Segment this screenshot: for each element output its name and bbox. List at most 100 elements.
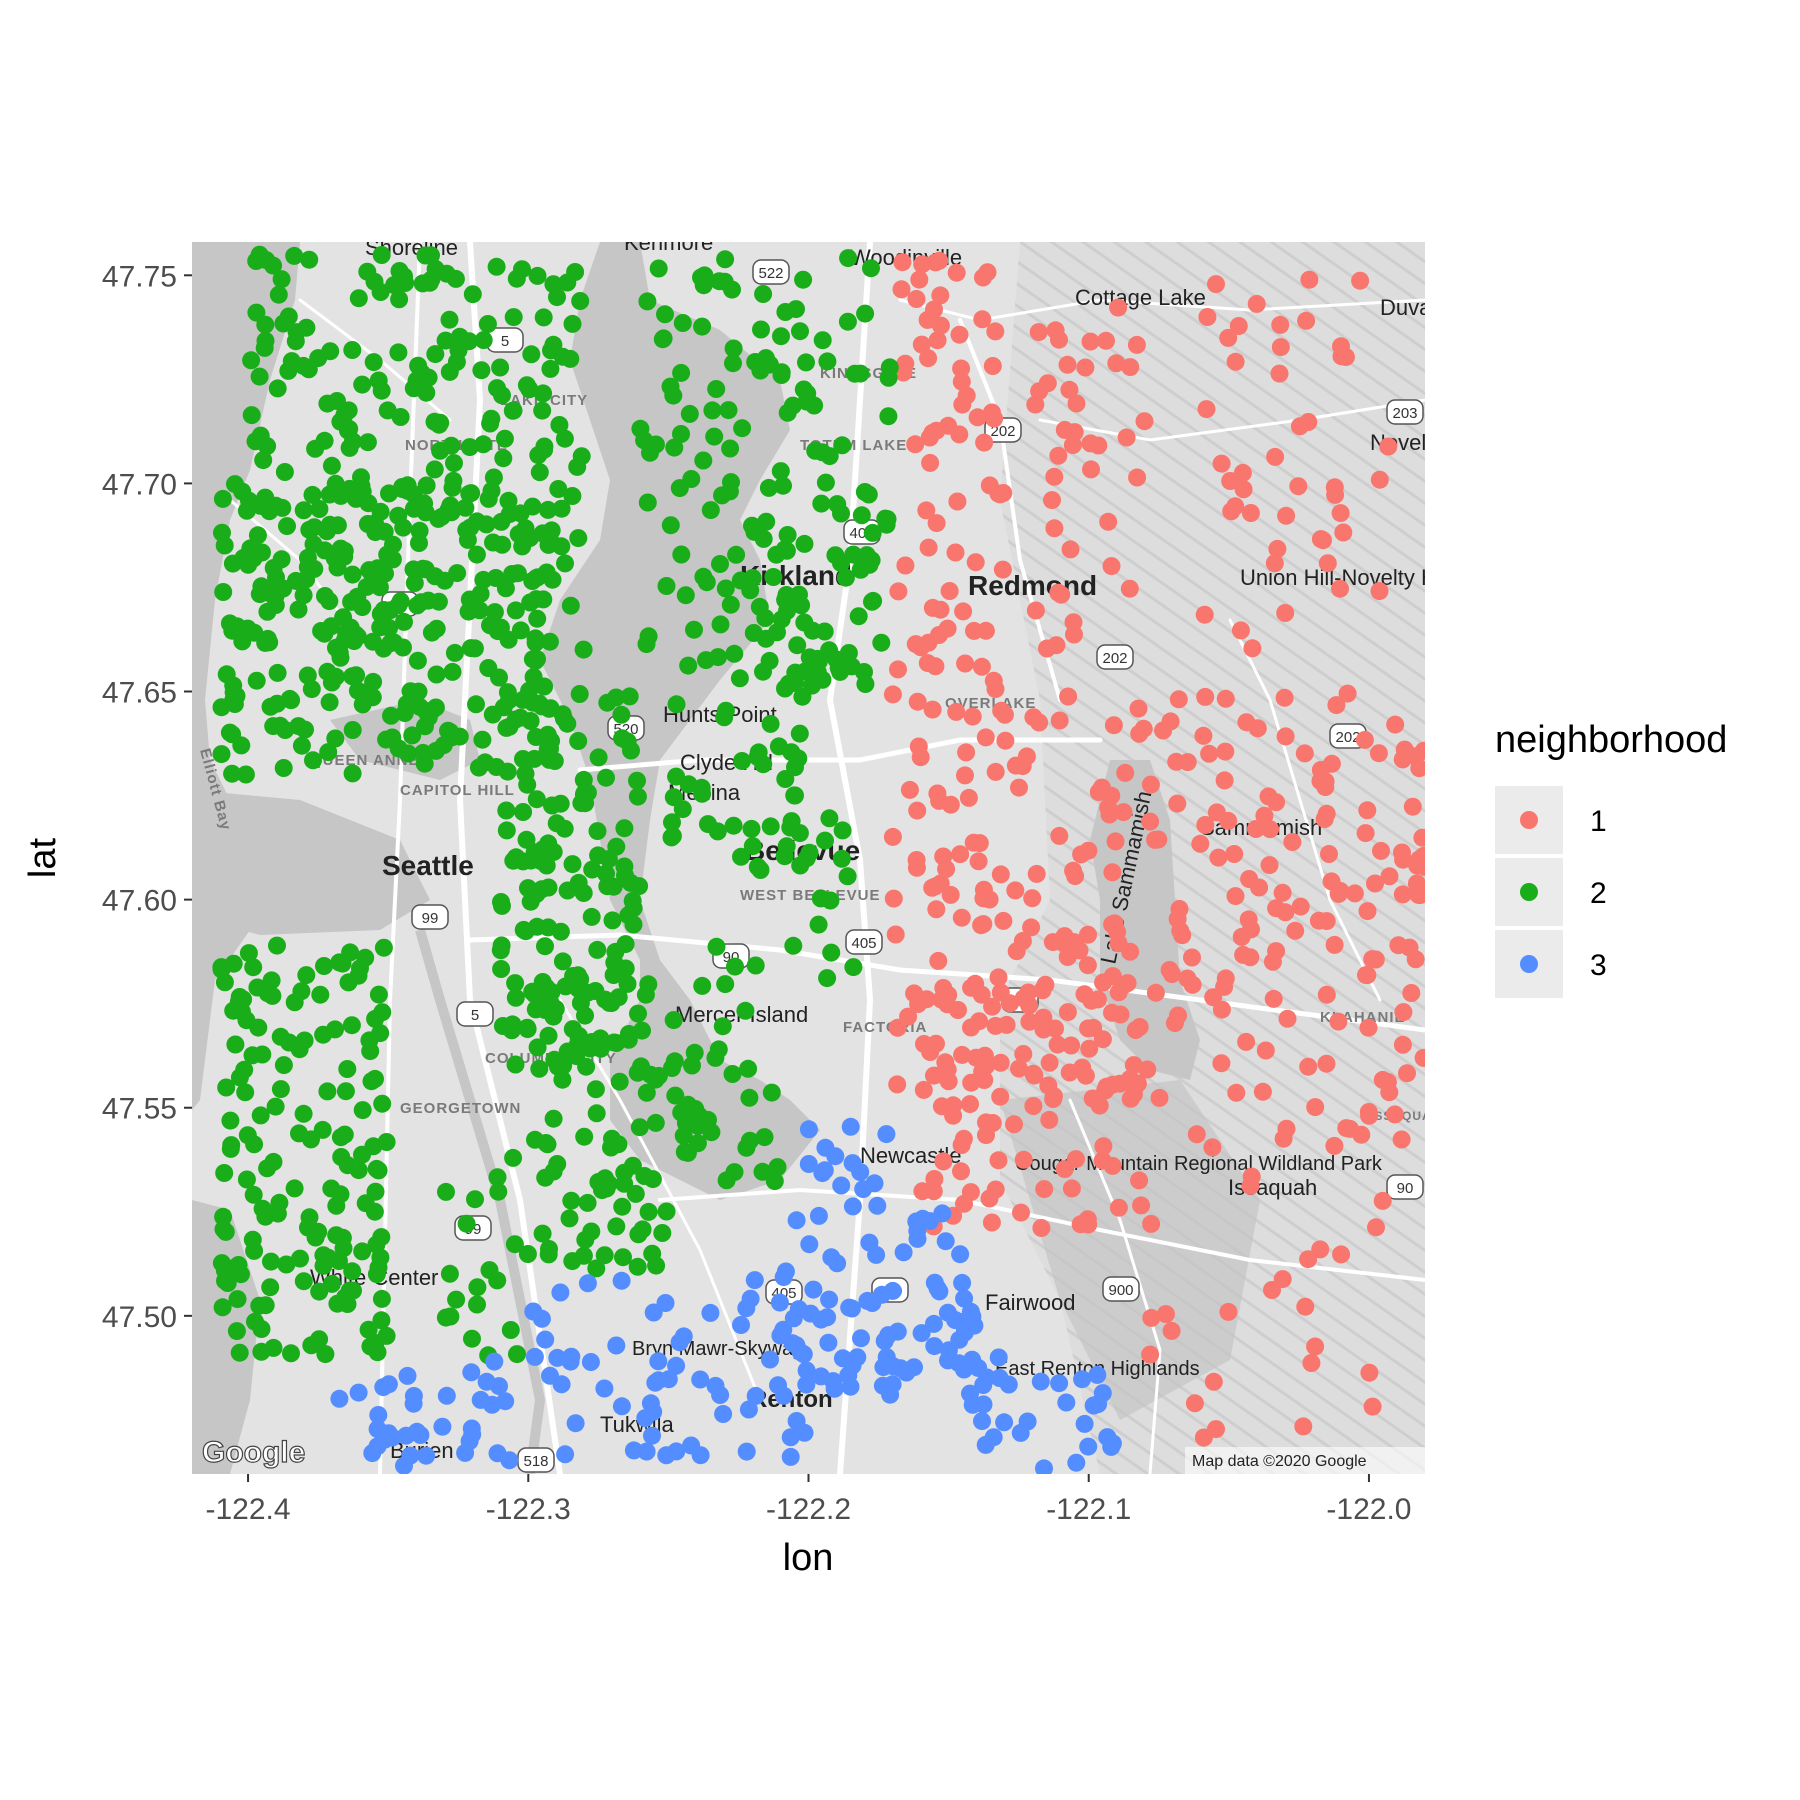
- point-neighborhood-2: [298, 548, 317, 567]
- point-neighborhood-1: [1294, 1417, 1313, 1436]
- point-neighborhood-1: [996, 731, 1015, 750]
- legend-label-2: 2: [1590, 877, 1607, 910]
- point-neighborhood-2: [262, 1252, 280, 1271]
- point-neighborhood-2: [793, 687, 812, 706]
- point-neighborhood-3: [976, 1435, 995, 1454]
- point-neighborhood-1: [907, 290, 926, 308]
- point-neighborhood-2: [285, 246, 304, 265]
- point-neighborhood-3: [781, 1447, 800, 1466]
- point-neighborhood-2: [445, 643, 464, 662]
- point-neighborhood-2: [431, 413, 450, 432]
- point-neighborhood-2: [330, 547, 349, 566]
- point-neighborhood-3: [851, 1163, 870, 1181]
- map-water-lake-washington: [540, 242, 820, 1200]
- point-neighborhood-2: [615, 1163, 634, 1182]
- point-neighborhood-1: [1022, 918, 1041, 937]
- point-neighborhood-2: [790, 585, 808, 604]
- point-neighborhood-2: [856, 304, 875, 323]
- point-neighborhood-2: [822, 943, 841, 962]
- point-neighborhood-1: [1024, 708, 1043, 727]
- point-neighborhood-1: [1360, 1363, 1379, 1382]
- point-neighborhood-1: [952, 359, 971, 378]
- point-neighborhood-2: [563, 1020, 582, 1039]
- point-neighborhood-2: [251, 1106, 270, 1125]
- point-neighborhood-2: [465, 639, 484, 658]
- point-neighborhood-1: [886, 925, 905, 944]
- x-tick-label: -122.2: [766, 1493, 851, 1526]
- point-neighborhood-2: [582, 907, 601, 926]
- point-neighborhood-2: [273, 498, 292, 517]
- point-neighborhood-1: [949, 1001, 967, 1019]
- point-neighborhood-3: [562, 1347, 581, 1366]
- point-neighborhood-1: [1092, 778, 1111, 797]
- point-neighborhood-2: [408, 651, 427, 670]
- point-neighborhood-1: [1219, 1302, 1238, 1321]
- map-basemap: Kenmore Woodinville Cottage Lake Duvall …: [192, 242, 1425, 1474]
- point-neighborhood-1: [1005, 1115, 1023, 1134]
- point-neighborhood-2: [665, 438, 684, 457]
- point-neighborhood-2: [278, 517, 296, 536]
- point-neighborhood-3: [737, 1299, 756, 1318]
- point-neighborhood-2: [356, 948, 375, 967]
- point-neighborhood-3: [820, 1290, 839, 1309]
- point-neighborhood-1: [925, 300, 943, 319]
- point-neighborhood-2: [555, 429, 574, 448]
- point-neighborhood-1: [994, 484, 1013, 502]
- point-neighborhood-2: [299, 1218, 317, 1237]
- point-neighborhood-2: [489, 1182, 508, 1201]
- point-neighborhood-1: [896, 556, 915, 575]
- point-neighborhood-2: [576, 1230, 595, 1249]
- point-neighborhood-2: [526, 633, 545, 652]
- point-neighborhood-2: [504, 1148, 523, 1167]
- point-neighborhood-2: [725, 644, 744, 663]
- point-neighborhood-1: [1132, 1196, 1151, 1215]
- point-neighborhood-2: [412, 363, 431, 382]
- svg-text:203: 203: [1392, 405, 1417, 422]
- point-neighborhood-1: [1222, 502, 1241, 521]
- point-neighborhood-3: [761, 1350, 779, 1369]
- point-neighborhood-2: [612, 705, 631, 724]
- point-neighborhood-1: [1106, 832, 1125, 851]
- point-neighborhood-1: [980, 1189, 999, 1208]
- point-neighborhood-1: [1079, 925, 1097, 944]
- point-neighborhood-1: [1185, 1394, 1204, 1413]
- point-neighborhood-1: [1058, 948, 1077, 966]
- point-neighborhood-1: [1355, 730, 1374, 749]
- point-neighborhood-2: [724, 339, 743, 358]
- point-neighborhood-3: [950, 1330, 969, 1349]
- point-neighborhood-2: [778, 526, 797, 544]
- point-neighborhood-2: [724, 354, 742, 373]
- point-neighborhood-2: [589, 1173, 608, 1191]
- point-neighborhood-3: [1067, 1453, 1086, 1472]
- point-neighborhood-1: [1356, 824, 1375, 843]
- point-neighborhood-1: [1146, 983, 1165, 1002]
- point-neighborhood-2: [333, 954, 352, 973]
- point-neighborhood-2: [646, 1113, 665, 1132]
- point-neighborhood-1: [1049, 446, 1068, 465]
- point-neighborhood-2: [587, 1259, 606, 1278]
- point-neighborhood-1: [972, 657, 991, 676]
- point-neighborhood-2: [566, 263, 585, 281]
- point-neighborhood-1: [1215, 771, 1234, 790]
- point-neighborhood-1: [1060, 380, 1079, 399]
- point-neighborhood-1: [1226, 887, 1245, 906]
- point-neighborhood-3: [437, 1386, 456, 1405]
- point-neighborhood-2: [859, 485, 878, 504]
- point-neighborhood-3: [643, 1426, 661, 1445]
- point-neighborhood-2: [221, 1111, 240, 1130]
- point-neighborhood-2: [499, 491, 518, 510]
- point-neighborhood-2: [304, 751, 322, 770]
- point-neighborhood-2: [711, 615, 730, 634]
- point-neighborhood-2: [755, 1128, 774, 1147]
- point-neighborhood-2: [526, 1000, 545, 1019]
- point-neighborhood-2: [610, 1072, 629, 1091]
- point-neighborhood-2: [413, 274, 432, 293]
- point-neighborhood-2: [639, 1202, 658, 1221]
- point-neighborhood-1: [1207, 803, 1226, 822]
- point-neighborhood-3: [774, 1320, 793, 1339]
- point-neighborhood-1: [980, 890, 999, 909]
- point-neighborhood-2: [508, 1345, 526, 1364]
- point-neighborhood-1: [1023, 889, 1042, 908]
- point-neighborhood-2: [394, 638, 412, 657]
- point-neighborhood-2: [771, 462, 790, 481]
